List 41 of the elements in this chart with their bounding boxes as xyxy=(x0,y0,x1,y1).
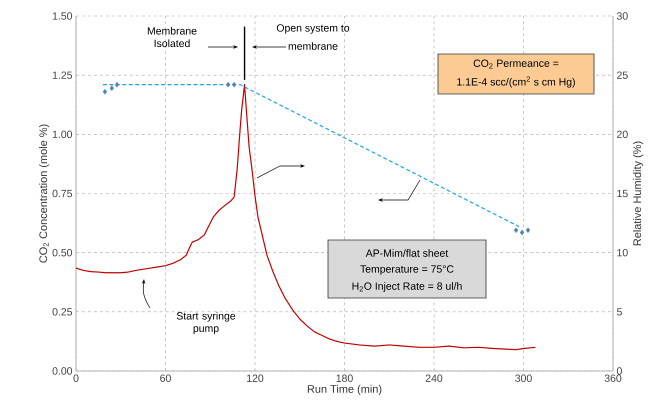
y-axis-title: CO$_{2}$ Concentration (mole %) xyxy=(39,124,50,263)
annotation: membrane xyxy=(288,42,338,50)
x-tick-label: 0 xyxy=(73,374,78,382)
point xyxy=(520,230,524,236)
y2-tick-label: 0 xyxy=(616,367,622,375)
x-tick-label: 60 xyxy=(160,374,171,382)
y-tick-label: 0.75 xyxy=(52,190,72,198)
annotation: Membrane Isolated xyxy=(148,26,197,48)
annotation: AP-Mim/flat sheet xyxy=(366,249,448,257)
y2-tick-label: 5 xyxy=(616,308,622,316)
annotation: Start syringe pump xyxy=(176,312,236,334)
y2-tick-label: 15 xyxy=(617,190,628,198)
y-tick-label: 1.50 xyxy=(52,12,72,20)
point xyxy=(226,82,230,88)
y2-tick-label: 10 xyxy=(617,248,628,256)
point xyxy=(114,82,120,88)
annotation: Open system to xyxy=(276,24,350,34)
annotation: CO$_{2}$ Permeance = xyxy=(474,60,558,68)
y-tick-label: 0.50 xyxy=(52,248,72,256)
y-tick-label: 0.00 xyxy=(52,367,72,375)
x-tick-label: 240 xyxy=(426,374,442,382)
y2-axis-title: Relative Humidity (%) xyxy=(633,142,644,246)
point xyxy=(102,88,108,95)
y-tick-label: 1.00 xyxy=(52,130,72,138)
y-tick-label: 0.25 xyxy=(52,308,72,316)
point xyxy=(232,82,236,88)
x-tick-label: 300 xyxy=(515,374,532,382)
point xyxy=(514,227,518,233)
x-tick-label: 360 xyxy=(604,374,622,382)
x-tick-label: 120 xyxy=(247,374,264,382)
x-tick-label: 180 xyxy=(336,374,353,382)
annotation: Temperature = 75°C xyxy=(360,265,454,275)
y2-tick-label: 25 xyxy=(617,71,628,79)
annotation: 1.1E-4 scc/(cm$^{2}$ s cm Hg) xyxy=(457,76,575,88)
x-axis-title: Run Time (min) xyxy=(308,384,382,395)
annotation: H$_{2}$O Inject Rate = 8 ul/h xyxy=(352,282,462,292)
y-tick-label: 1.25 xyxy=(52,71,72,79)
point xyxy=(110,85,114,91)
y2-tick-label: 30 xyxy=(616,12,628,20)
point xyxy=(526,227,530,233)
y2-tick-label: 20 xyxy=(617,130,628,138)
